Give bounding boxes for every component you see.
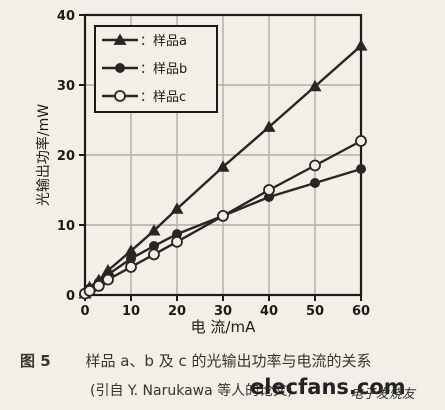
x-tick-label: 10 [122,304,140,319]
x-tick-label: 40 [260,304,278,319]
data-point [170,202,184,214]
data-point [171,235,183,248]
x-tick-label: 50 [306,304,324,319]
legend: ：样品a ：样品b ：样品c [94,25,218,113]
y-tick-label: 40 [57,9,75,24]
data-point [102,273,114,286]
legend-marker [114,90,126,102]
x-tick-label: 0 [80,304,89,319]
data-point [124,244,138,256]
caption-text: 样品 a、b 及 c 的光输出功率与电流的关系 [85,352,372,370]
data-point [149,241,159,251]
data-point [309,159,321,172]
data-point [262,120,276,132]
data-point [354,39,368,51]
legend-label: ：样品b [140,62,187,77]
data-point [92,279,105,292]
y-tick-label: 0 [66,289,75,304]
x-axis-label: 电 流/mA [191,318,256,336]
data-point [356,164,366,174]
y-tick-label: 10 [57,219,75,234]
caption-line-1: 图 5 样品 a、b 及 c 的光输出功率与电流的关系 [20,350,372,371]
y-axis-label: 光输出功率/mW [35,104,52,206]
watermark: elecfans.com 电子发烧友 [250,375,442,405]
data-point [310,178,320,188]
data-series [78,39,368,300]
x-tick-label: 20 [168,304,186,319]
data-point [308,79,322,92]
y-tick-label: 20 [57,149,75,164]
data-point [126,253,136,264]
data-point [355,135,367,147]
caption-line-2: (引自 Y. Narukawa 等人的论文) [90,383,293,399]
data-point [147,224,161,236]
data-point [83,284,96,297]
data-point [217,209,229,222]
watermark-sub: 电子发烧友 [350,387,416,402]
chart: 0 10 20 30 40 50 60 0 10 20 30 40 ：样品a ：样品b ：样品c 光输出功… [35,9,370,336]
figure-label: 图 5 [20,352,51,370]
legend-label: ：样品c [140,90,186,105]
watermark-main: elecfans.com [250,375,406,399]
legend-marker [113,33,127,45]
data-point [216,160,230,172]
data-point [148,248,160,261]
data-point [263,184,275,196]
axis-ticks: 0 10 20 30 40 50 60 0 10 20 30 40 [57,9,370,319]
x-tick-label: 60 [352,304,370,319]
x-tick-label: 30 [214,304,232,319]
data-point [125,261,137,273]
legend-marker [115,63,125,73]
y-tick-label: 30 [57,79,75,94]
series-3 [79,135,367,300]
legend-label: ：样品a [140,34,187,49]
